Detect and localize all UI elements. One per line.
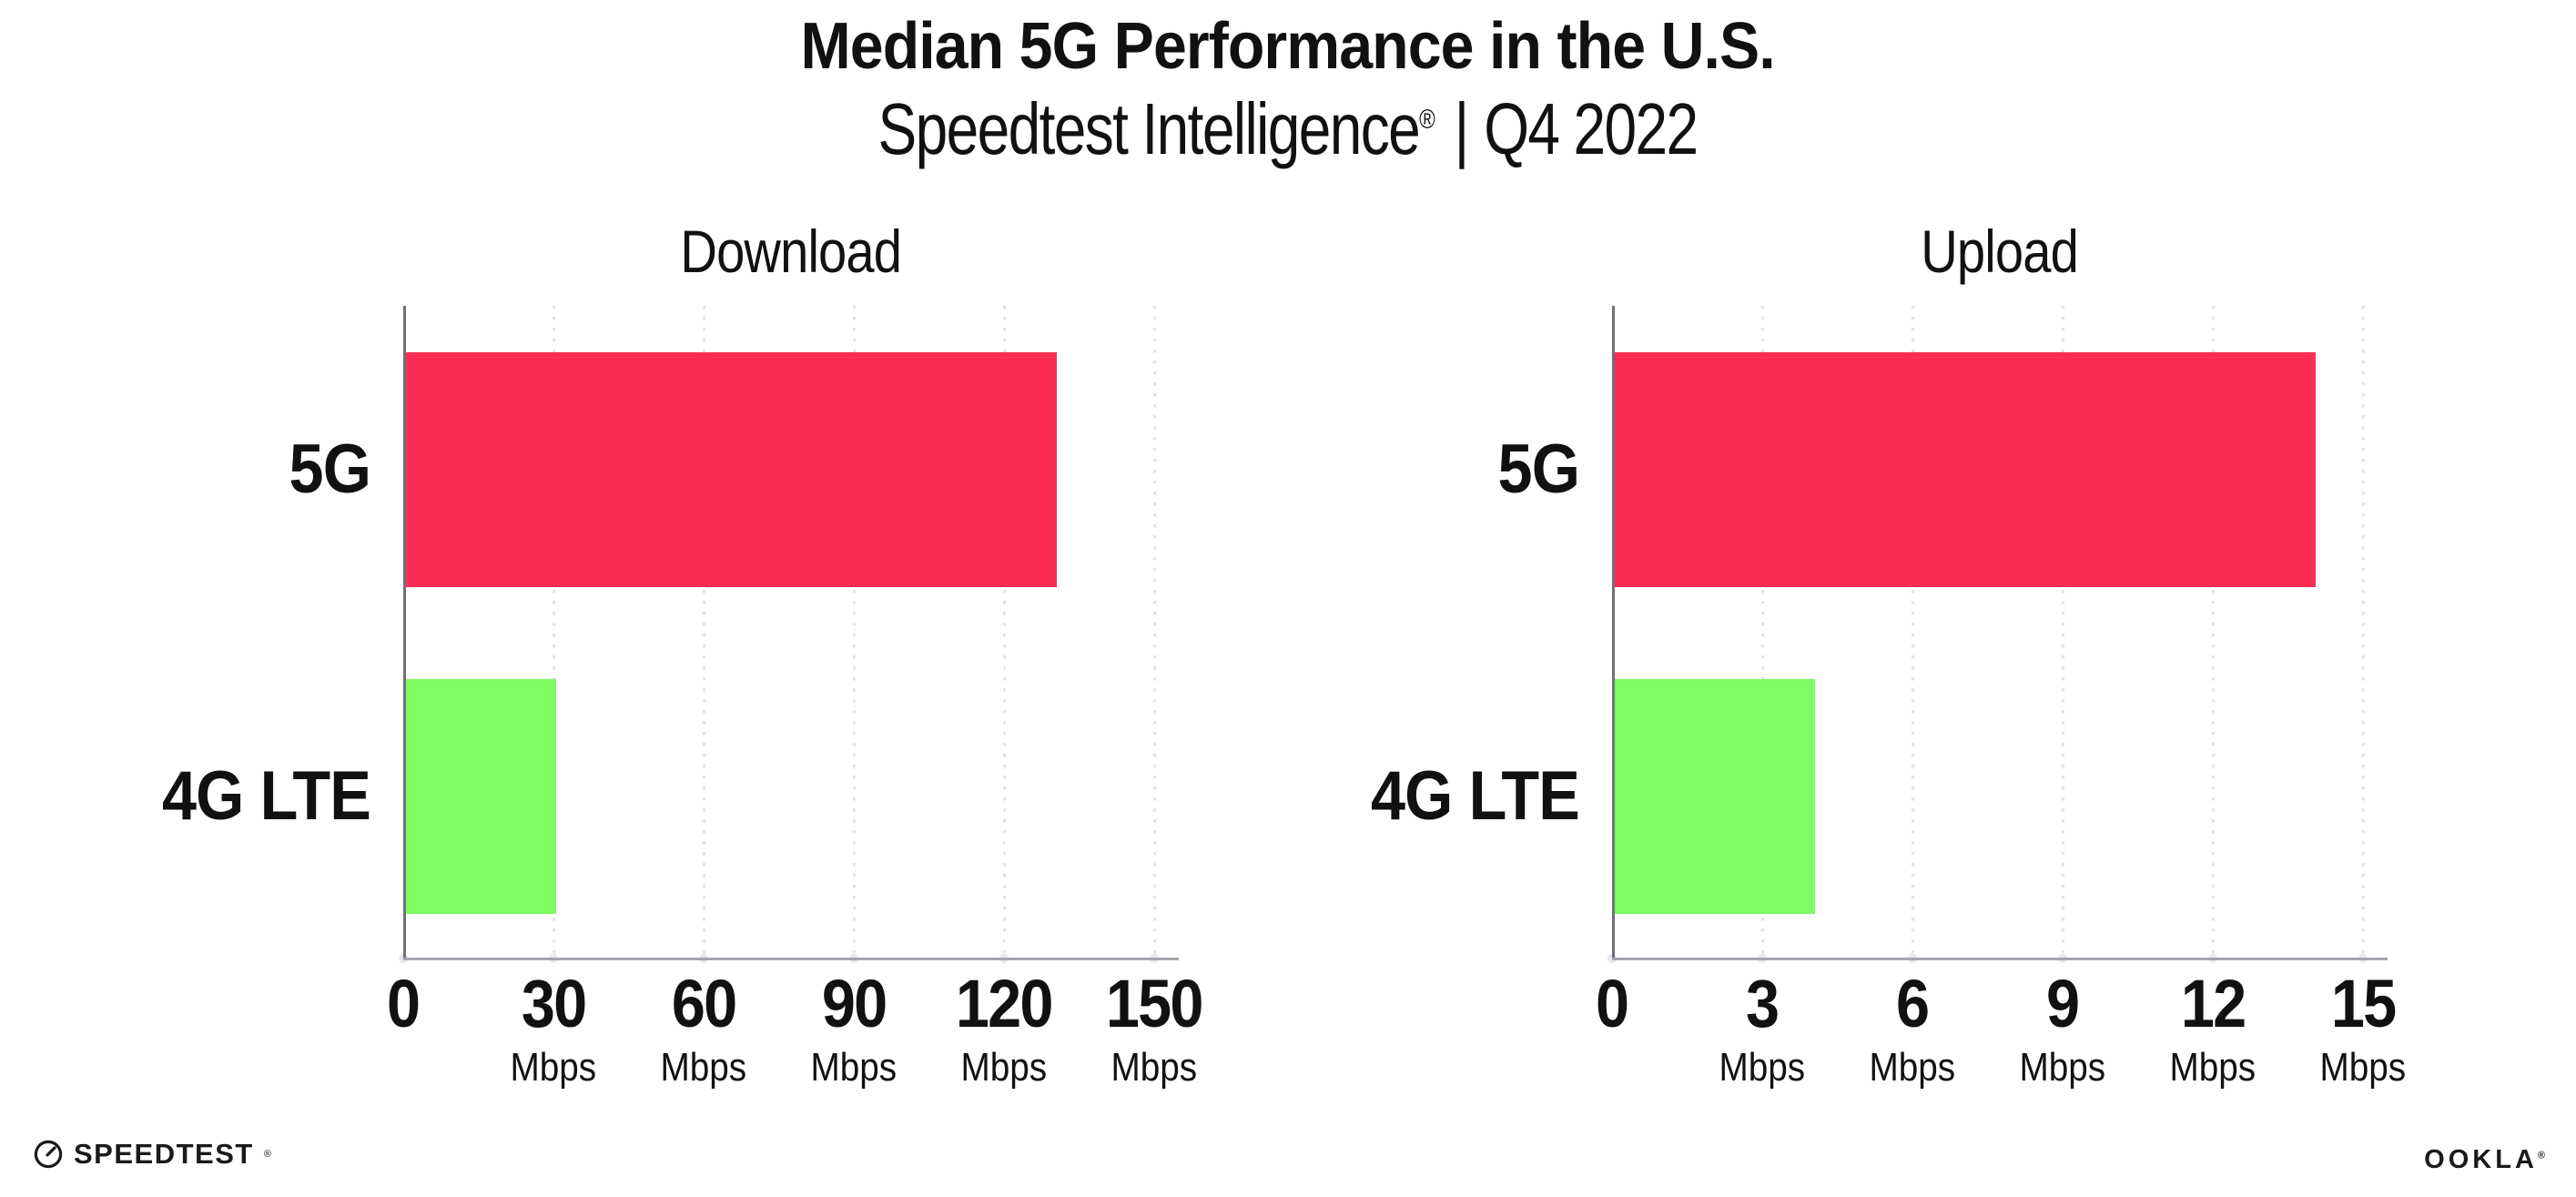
x-tick-label: 120 — [956, 966, 1054, 1041]
ookla-logo: OOKLA® — [2424, 1145, 2549, 1175]
gridline — [1760, 306, 1764, 959]
page-title-text: Median 5G Performance in the U.S. — [800, 10, 1776, 83]
bar-4g-lte — [406, 679, 556, 914]
x-tick-label: 6 — [1896, 966, 1930, 1041]
bar-5g — [1615, 352, 2316, 587]
ookla-registered-mark: ® — [2537, 1150, 2549, 1161]
x-tick-label: 15 — [2330, 966, 2397, 1041]
gridline — [1911, 306, 1914, 959]
y-axis-line — [1612, 306, 1615, 959]
x-tick-label: 30 — [521, 966, 587, 1041]
x-tick-unit-label: Mbps — [960, 1045, 1048, 1090]
x-tick-label: 0 — [387, 966, 421, 1041]
speedtest-logo: SPEEDTEST ® — [33, 1138, 271, 1171]
gridline — [1002, 306, 1006, 959]
x-tick-unit-label: Mbps — [1111, 1045, 1198, 1090]
x-tick-label: 12 — [2180, 966, 2246, 1041]
download-chart-title: Download — [403, 217, 1179, 286]
x-tick-unit-label: Mbps — [510, 1045, 597, 1090]
upload-chart-title-text: Upload — [1921, 218, 2080, 285]
x-tick-unit-label: Mbps — [1719, 1045, 1806, 1090]
gridline — [1152, 306, 1156, 959]
gridline — [702, 306, 705, 959]
upload-chart-title: Upload — [1612, 217, 2388, 286]
registered-mark: ® — [1419, 105, 1436, 136]
x-tick-label: 9 — [2046, 966, 2080, 1041]
category-label: 5G — [289, 431, 371, 508]
speedtest-gauge-icon — [34, 1140, 63, 1169]
gridline — [2211, 306, 2215, 959]
x-tick-label: 90 — [821, 966, 887, 1041]
x-tick-unit-label: Mbps — [2019, 1045, 2106, 1090]
x-tick-unit-label: Mbps — [2319, 1045, 2407, 1090]
category-label: 5G — [1497, 431, 1580, 508]
download-chart-title-text: Download — [680, 218, 903, 285]
bar-4g-lte — [1615, 679, 1815, 914]
y-axis-line — [403, 306, 406, 959]
category-label: 4G LTE — [1371, 757, 1580, 835]
subtitle-separator: | — [1455, 88, 1470, 169]
category-label: 4G LTE — [162, 757, 371, 835]
gridline — [2361, 306, 2365, 959]
gridline — [852, 306, 856, 959]
speedtest-logo-text: SPEEDTEST — [74, 1138, 254, 1170]
speedtest-registered-mark: ® — [263, 1149, 271, 1160]
upload-chart: Upload 0 3 Mbps 6 Mbps 9 Mbps 12 Mbps 15 Mbps 5G 4G … — [1371, 218, 2406, 1088]
x-axis-line — [1612, 958, 2388, 960]
x-tick-unit-label: Mbps — [660, 1045, 747, 1090]
x-tick-label: 150 — [1106, 966, 1204, 1041]
x-axis-line — [403, 958, 1179, 960]
subtitle-period: Q4 2022 — [1484, 88, 1699, 169]
upload-plot-area: 0 3 Mbps 6 Mbps 9 Mbps 12 Mbps 15 Mbps 5G 4G LTE — [1371, 306, 2406, 1088]
download-plot-area: 0 30 Mbps 60 Mbps 90 Mbps 120 Mbps 150 Mbps 5G 4G LT… — [162, 306, 1204, 1088]
download-chart: Download 0 30 Mbps 60 Mbps 90 Mbps 120 Mbps 150 Mb… — [162, 218, 1204, 1088]
page-title: Median 5G Performance in the U.S. — [0, 9, 2576, 84]
x-tick-label: 0 — [1596, 966, 1629, 1041]
page-subtitle-text: Speedtest Intelligence® | Q4 2022 — [877, 87, 1699, 171]
subtitle-brand: Speedtest Intelligence — [877, 88, 1421, 169]
x-tick-unit-label: Mbps — [1869, 1045, 1956, 1090]
gridline — [2061, 306, 2064, 959]
x-tick-label: 60 — [671, 966, 737, 1041]
x-tick-unit-label: Mbps — [2169, 1045, 2257, 1090]
x-tick-label: 3 — [1746, 966, 1780, 1041]
ookla-logo-text: OOKLA — [2424, 1145, 2538, 1174]
gridline — [552, 306, 555, 959]
page-subtitle: Speedtest Intelligence® | Q4 2022 — [0, 87, 2576, 171]
bar-5g — [406, 352, 1057, 587]
x-tick-unit-label: Mbps — [810, 1045, 898, 1090]
